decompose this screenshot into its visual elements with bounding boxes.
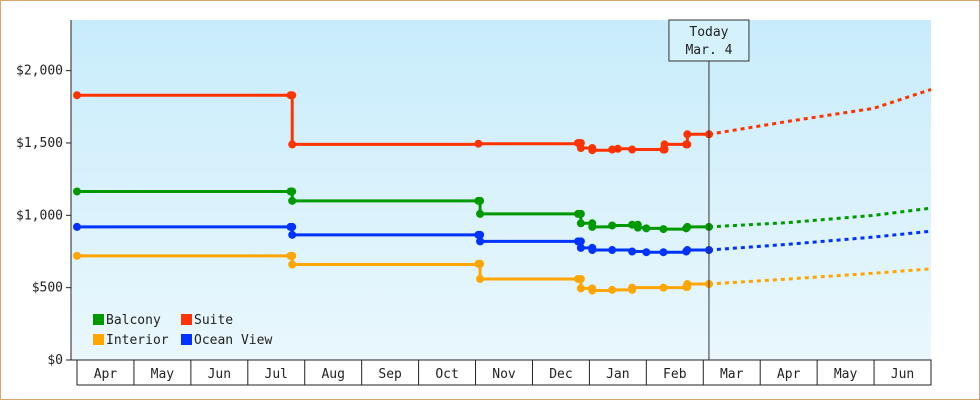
data-point-ocean-view xyxy=(608,246,617,255)
data-point-interior xyxy=(476,259,485,268)
data-point-balcony xyxy=(476,196,485,205)
data-point-interior xyxy=(73,251,81,260)
data-point-interior xyxy=(628,285,637,294)
data-point-ocean-view xyxy=(659,248,668,257)
data-point-interior xyxy=(588,284,597,293)
data-point-suite xyxy=(576,138,585,147)
x-tick-label: Jan xyxy=(606,367,629,382)
x-tick-label: Jun xyxy=(891,367,914,382)
data-point-interior xyxy=(576,284,585,293)
data-point-ocean-view xyxy=(476,237,485,246)
data-point-suite xyxy=(288,91,297,100)
data-point-suite xyxy=(613,144,622,153)
x-tick-label: Aug xyxy=(321,367,344,382)
legend-label-ocean-view: Ocean View xyxy=(194,333,272,348)
data-point-balcony xyxy=(73,187,81,196)
x-tick-label: Mar xyxy=(720,367,744,382)
data-point-balcony xyxy=(476,209,485,218)
x-tick-label: Dec xyxy=(549,367,572,382)
data-point-ocean-view xyxy=(683,246,692,255)
data-point-balcony xyxy=(659,225,668,234)
x-tick-label: Apr xyxy=(777,367,801,382)
data-point-balcony xyxy=(576,209,585,218)
series-forecast-suite xyxy=(708,88,932,136)
x-tick-label: Nov xyxy=(492,367,516,382)
x-tick-label: May xyxy=(151,367,175,382)
legend-label-interior: Interior xyxy=(106,333,169,348)
data-point-suite xyxy=(683,130,692,139)
data-point-suite xyxy=(474,139,483,148)
data-point-interior xyxy=(576,274,585,283)
data-point-ocean-view xyxy=(73,222,81,231)
legend-swatch-balcony xyxy=(93,314,104,325)
data-point-ocean-view xyxy=(288,230,297,239)
x-axis-band xyxy=(76,359,932,386)
data-point-suite xyxy=(288,140,297,149)
today-label: Today xyxy=(689,25,728,40)
data-point-ocean-view xyxy=(642,248,651,257)
y-tick-label: $0 xyxy=(47,353,63,368)
data-point-interior xyxy=(476,274,485,283)
data-point-balcony xyxy=(288,187,297,196)
data-point-ocean-view xyxy=(628,247,637,256)
y-tick-label: $2,000 xyxy=(16,64,63,79)
data-point-ocean-view xyxy=(588,243,597,252)
data-point-suite xyxy=(660,145,669,154)
data-point-balcony xyxy=(608,221,617,230)
data-point-ocean-view xyxy=(476,230,485,239)
x-tick-label: Feb xyxy=(663,367,687,382)
y-tick-label: $1,500 xyxy=(16,136,63,151)
data-point-interior xyxy=(288,251,297,260)
x-tick-label: Apr xyxy=(94,367,118,382)
data-point-interior xyxy=(288,260,297,269)
data-point-suite xyxy=(628,145,637,154)
today-date: Mar. 4 xyxy=(685,43,732,58)
data-point-ocean-view xyxy=(576,243,585,252)
x-tick-label: Oct xyxy=(435,367,458,382)
x-tick-label: Sep xyxy=(378,367,402,382)
data-point-interior xyxy=(683,282,692,291)
x-tick-label: May xyxy=(834,367,858,382)
legend-label-balcony: Balcony xyxy=(106,313,161,328)
data-point-balcony xyxy=(576,219,585,228)
data-point-ocean-view xyxy=(576,237,585,246)
data-point-suite xyxy=(588,144,597,153)
data-point-ocean-view xyxy=(288,222,297,231)
today-box xyxy=(668,19,750,62)
x-tick-label: Jun xyxy=(208,367,231,382)
data-point-interior xyxy=(608,285,617,294)
y-tick-label: $500 xyxy=(32,281,63,296)
data-point-suite xyxy=(683,140,692,149)
series-forecast-interior xyxy=(708,267,932,286)
legend-swatch-suite xyxy=(181,314,192,325)
series-forecast-ocean-view xyxy=(708,229,932,252)
legend-swatch-ocean-view xyxy=(181,334,192,345)
data-point-balcony xyxy=(683,222,692,231)
data-point-suite xyxy=(73,91,81,100)
data-point-balcony xyxy=(588,219,597,228)
data-point-interior xyxy=(659,283,668,292)
series-forecast-balcony xyxy=(708,206,932,229)
data-point-balcony xyxy=(642,224,651,233)
legend-label-suite: Suite xyxy=(194,313,233,328)
x-tick-label: Jul xyxy=(265,367,288,382)
data-point-balcony xyxy=(633,220,642,229)
legend-swatch-interior xyxy=(93,334,104,345)
y-tick-label: $1,000 xyxy=(16,208,63,223)
data-point-balcony xyxy=(288,196,297,205)
